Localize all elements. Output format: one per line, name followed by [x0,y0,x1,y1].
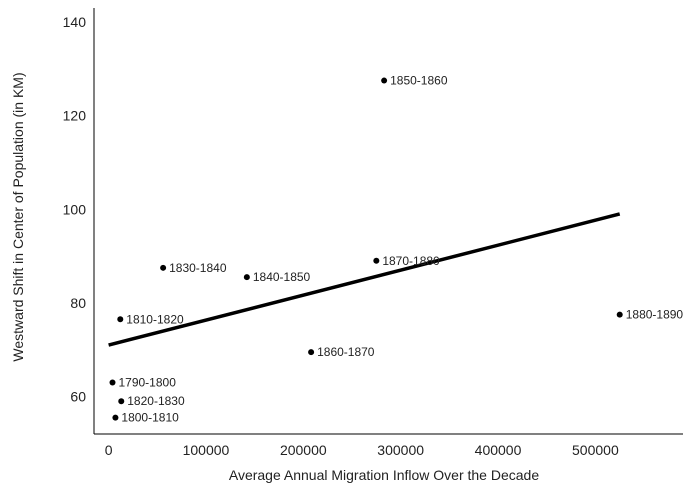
point-label: 1870-1880 [382,254,440,268]
x-tick-label: 200000 [280,442,327,458]
data-point [160,264,167,271]
x-axis-ticks: 0 100000 200000 300000 400000 500000 [105,442,619,458]
y-tick-label: 140 [63,14,87,30]
x-axis-label: Average Annual Migration Inflow Over the… [229,467,539,483]
data-point [118,398,125,405]
x-tick-label: 300000 [377,442,424,458]
y-axis-label: Westward Shift in Center of Population (… [10,72,26,361]
y-tick-label: 120 [63,108,87,124]
point-label: 1850-1860 [390,74,448,88]
data-point [243,274,250,281]
trendline [108,212,621,347]
point-label: 1820-1830 [127,394,185,408]
point-label: 1790-1800 [118,376,176,390]
x-tick-label: 100000 [183,442,230,458]
point-label: 1840-1850 [253,270,311,284]
point-label: 1800-1810 [121,411,179,425]
point-label: 1810-1820 [126,312,184,326]
data-point [381,77,388,84]
point-label: 1830-1840 [169,261,227,275]
data-point [616,311,623,318]
data-point [109,379,116,386]
data-point [373,257,380,264]
data-point [308,349,315,356]
data-points: 1790-1800 1800-1810 1810-1820 1820-1830 1830… [109,74,683,425]
data-point [112,414,119,421]
data-point [117,316,124,323]
y-tick-label: 60 [70,389,86,405]
point-label: 1880-1890 [626,308,683,322]
x-tick-label: 500000 [572,442,619,458]
y-axis-ticks: 60 80 100 120 140 [63,14,87,405]
x-tick-label: 400000 [475,442,522,458]
x-tick-label: 0 [105,442,113,458]
y-tick-label: 80 [70,295,86,311]
point-label: 1860-1870 [317,345,375,359]
y-tick-label: 100 [63,201,87,217]
